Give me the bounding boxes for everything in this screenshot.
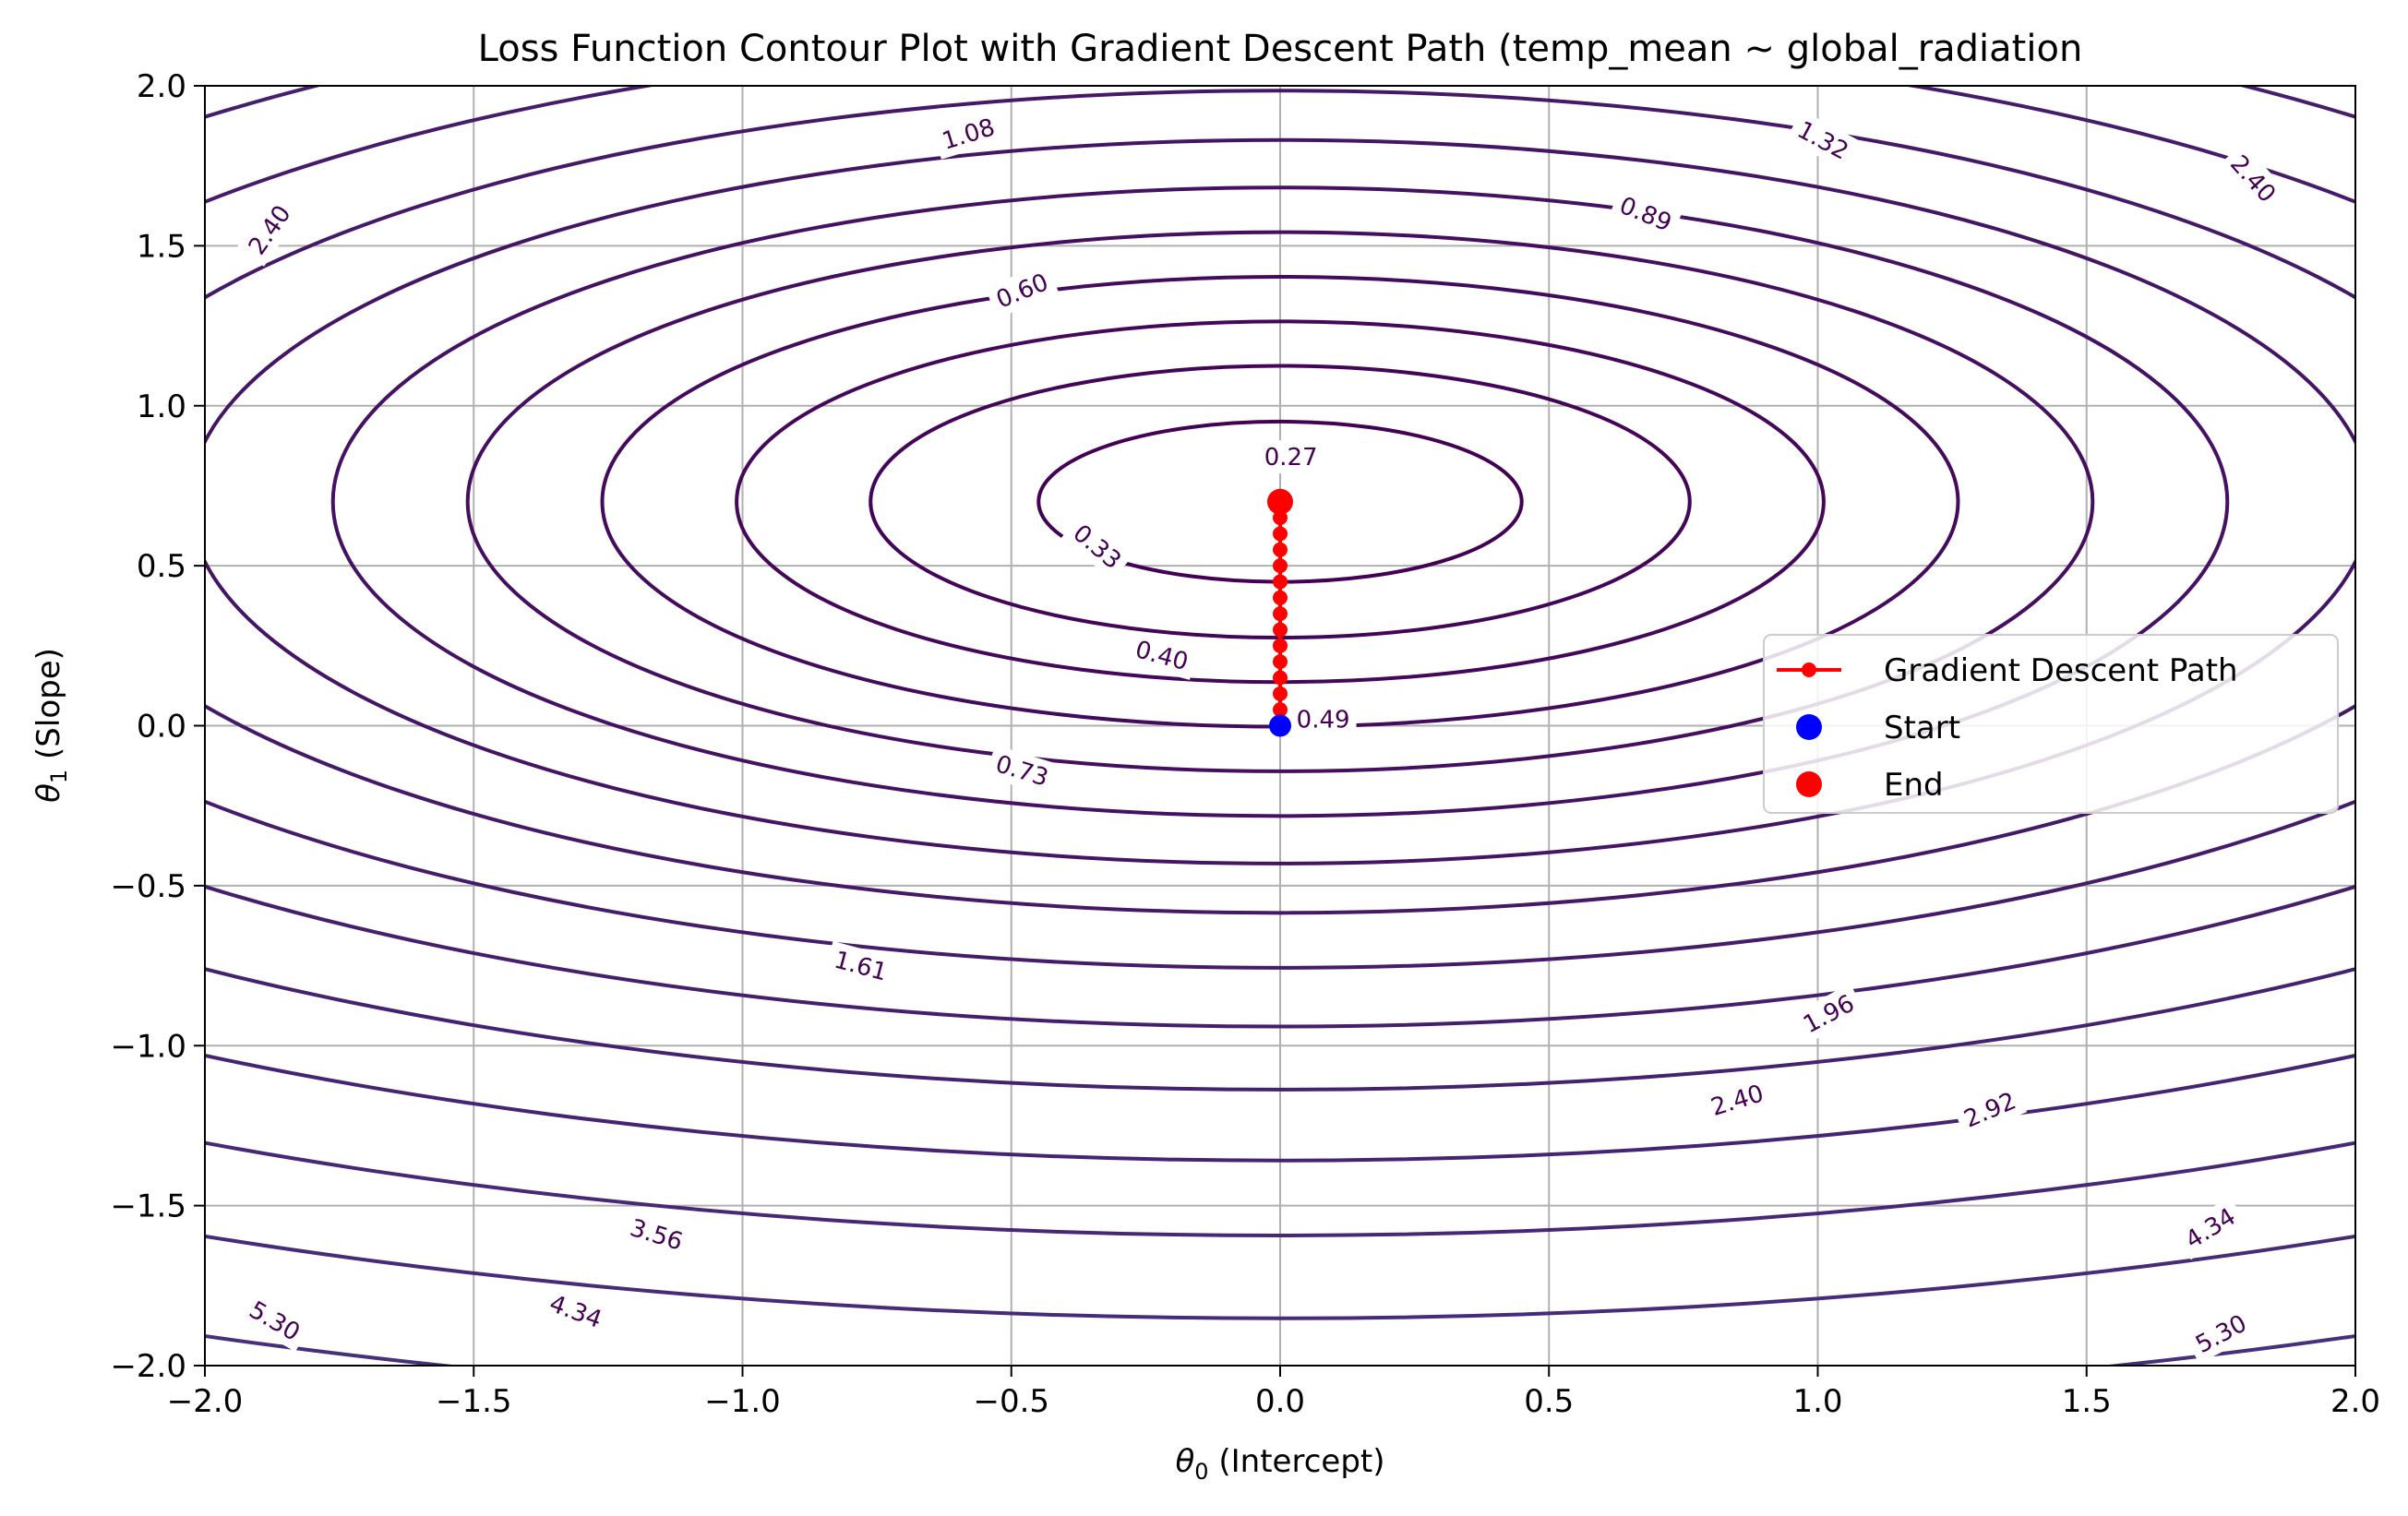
contour-line — [205, 1053, 2355, 1163]
contour-label-background — [236, 193, 303, 267]
contour-line — [465, 230, 2095, 773]
contour-label-background — [1060, 512, 1134, 581]
contour-line — [205, 137, 2355, 865]
contour-label: 0.49 — [1289, 702, 1357, 736]
contour-label-background — [1125, 630, 1199, 680]
legend-dot-swatch — [1796, 714, 1822, 740]
contour-label-background — [985, 262, 1060, 319]
y-tick-label: 2.0 — [137, 68, 186, 105]
contour-label-background — [931, 108, 1005, 160]
x-tick-label: 1.5 — [2062, 1383, 2112, 1420]
contour-label-background — [538, 1283, 613, 1339]
legend-box — [1763, 634, 2339, 814]
start-point — [1269, 714, 1291, 737]
end-point — [1267, 488, 1293, 515]
contour-label-background — [1791, 983, 1866, 1044]
gradient-descent-path-marker — [1273, 574, 1288, 590]
contour-label-background — [1786, 110, 1861, 171]
contour-label-background — [1257, 440, 1324, 474]
x-tick-label: −2.0 — [167, 1383, 244, 1420]
contour-label-text: 0.27 — [1264, 444, 1318, 472]
x-tick-label: 1.0 — [1792, 1383, 1842, 1420]
legend-label: End — [1884, 767, 1944, 804]
y-tick-label: −1.5 — [110, 1188, 186, 1225]
contour-line — [205, 1234, 2355, 1320]
contour-line — [205, 86, 2355, 970]
y-tick-label: 1.0 — [137, 388, 186, 425]
gradient-descent-path-marker — [1273, 686, 1288, 701]
contour-line — [205, 86, 2355, 1029]
contour-label-background — [2184, 1303, 2258, 1365]
gradient-descent-path-marker — [1273, 590, 1288, 605]
x-axis-label: θ0 (Intercept) — [1175, 1443, 1384, 1485]
contour-line — [330, 185, 2230, 818]
y-tick-label: 1.5 — [137, 228, 186, 265]
x-tick-label: 0.0 — [1255, 1383, 1305, 1420]
contour-line — [205, 89, 2355, 915]
gradient-descent-path-marker — [1273, 670, 1288, 686]
data-series — [1267, 488, 1293, 737]
contour-label-background — [2173, 1196, 2247, 1260]
x-tick-label: 2.0 — [2330, 1383, 2380, 1420]
contour-label-background — [2218, 142, 2288, 215]
y-tick-label: −2.0 — [110, 1348, 186, 1385]
y-tick-label: −0.5 — [110, 868, 186, 905]
contour-label: 0.27 — [1257, 440, 1324, 474]
legend-dot-swatch — [1796, 771, 1822, 797]
contour-label-background — [619, 1209, 693, 1260]
legend-label: Gradient Descent Path — [1884, 652, 2238, 689]
y-tick-label: 0.0 — [137, 709, 186, 746]
gradient-descent-path-marker — [1273, 622, 1288, 638]
contour-label-text: 0.49 — [1297, 707, 1350, 734]
y-axis-label: θ1 (Slope) — [30, 648, 72, 803]
gradient-descent-path-marker — [1273, 542, 1288, 557]
contour-label-background — [237, 1289, 312, 1353]
contour-label-background — [1289, 702, 1357, 736]
contour-label-background — [1952, 1080, 2028, 1139]
contour-line — [205, 967, 2355, 1092]
gradient-descent-path-marker — [1273, 638, 1288, 653]
y-tick-label: −1.0 — [110, 1028, 186, 1065]
x-tick-label: −1.0 — [704, 1383, 781, 1420]
contour-label-background — [1608, 185, 1683, 242]
contour-line — [205, 1140, 2355, 1237]
contour-label: 3.56 — [619, 1209, 693, 1260]
gradient-descent-path-marker — [1273, 606, 1288, 622]
axis-ticks: −2.0 −1.5 −1.0 −0.5 0.0 0.5 1.0 1.5 2.0 −2.0 −1.5 −… — [110, 68, 2380, 1420]
contour-label-background — [1700, 1074, 1774, 1126]
x-tick-label: 0.5 — [1524, 1383, 1574, 1420]
gradient-descent-path-marker — [1273, 558, 1288, 574]
x-tick-label: −0.5 — [973, 1383, 1049, 1420]
legend-line-marker — [1802, 663, 1816, 677]
gradient-descent-path-marker — [1273, 702, 1288, 718]
chart-title: Loss Function Contour Plot with Gradient… — [478, 28, 2083, 70]
y-tick-label: 0.5 — [137, 548, 186, 585]
gradient-descent-path-marker — [1273, 654, 1288, 670]
legend-label: Start — [1884, 710, 1960, 746]
contour-label-background — [824, 940, 898, 991]
contour-label-background — [985, 745, 1060, 796]
gradient-descent-path-marker — [1273, 526, 1288, 542]
x-tick-label: −1.5 — [436, 1383, 512, 1420]
legend: Gradient Descent Path Start End — [1763, 634, 2339, 814]
